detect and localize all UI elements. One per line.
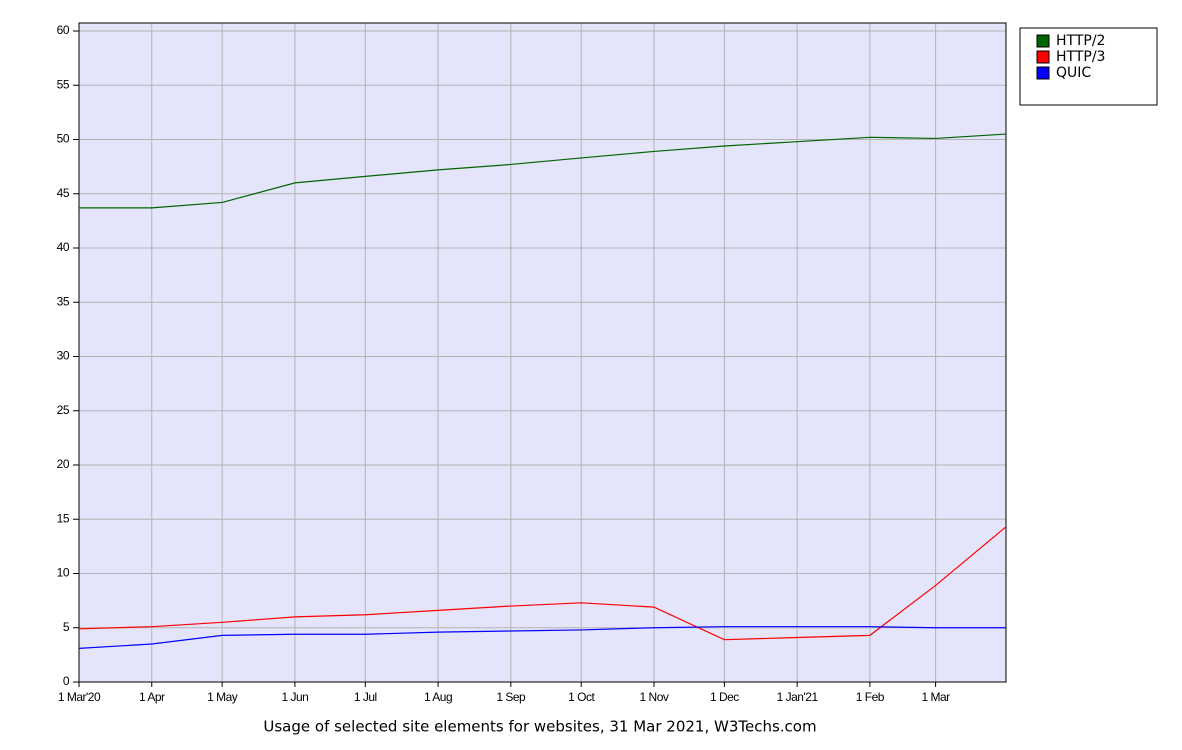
x-tick-label: 1 Jan'21 bbox=[777, 690, 819, 704]
y-tick-label: 0 bbox=[63, 674, 70, 688]
y-tick-label: 25 bbox=[57, 403, 70, 417]
x-tick-label: 1 Mar bbox=[922, 690, 951, 704]
y-tick-label: 5 bbox=[63, 620, 70, 634]
x-tick-label: 1 Jun bbox=[281, 690, 308, 704]
x-tick-label: 1 Aug bbox=[424, 690, 452, 704]
y-tick-label: 55 bbox=[57, 77, 70, 91]
legend-swatch bbox=[1036, 34, 1050, 48]
y-tick-label: 50 bbox=[57, 132, 70, 146]
x-tick-label: 1 Apr bbox=[139, 690, 165, 704]
y-tick-label: 20 bbox=[57, 457, 70, 471]
y-tick-label: 35 bbox=[57, 294, 70, 308]
legend-swatch bbox=[1036, 66, 1050, 80]
legend-label: HTTP/3 bbox=[1056, 49, 1105, 65]
series-line bbox=[79, 133, 1007, 209]
x-tick-label: 1 May bbox=[207, 690, 238, 704]
caption: Usage of selected site elements for webs… bbox=[263, 718, 816, 736]
plot-border bbox=[78, 22, 1007, 683]
y-tick-label: 40 bbox=[57, 240, 70, 254]
x-tick-label: 1 Sep bbox=[496, 690, 526, 704]
x-tick-label: 1 Nov bbox=[640, 690, 669, 704]
y-tick-label: 45 bbox=[57, 186, 70, 200]
y-tick-label: 10 bbox=[57, 566, 70, 580]
y-tick-label: 30 bbox=[57, 349, 70, 363]
x-tick-label: 1 Jul bbox=[354, 690, 377, 704]
legend-swatch bbox=[1036, 50, 1050, 64]
legend-label: HTTP/2 bbox=[1056, 33, 1105, 49]
y-tick-label: 60 bbox=[57, 23, 70, 37]
x-tick-label: 1 Mar'20 bbox=[58, 690, 101, 704]
series-line bbox=[78, 626, 1006, 649]
plot-background bbox=[79, 23, 1006, 682]
series-line bbox=[78, 526, 1007, 641]
y-tick-label: 15 bbox=[57, 511, 70, 525]
legend-label: QUIC bbox=[1056, 65, 1091, 81]
x-tick-label: 1 Feb bbox=[856, 690, 885, 704]
x-tick-label: 1 Oct bbox=[568, 690, 595, 704]
x-tick-label: 1 Dec bbox=[710, 690, 739, 704]
